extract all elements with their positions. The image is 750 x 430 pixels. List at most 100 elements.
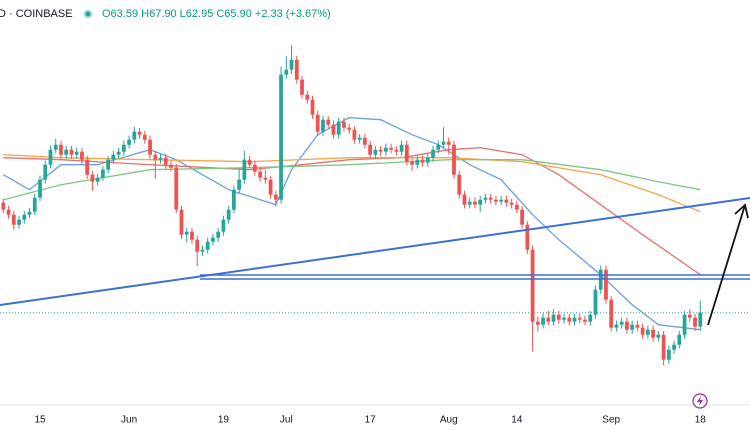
candle-body bbox=[190, 231, 194, 240]
candle-body bbox=[232, 189, 236, 210]
candle-body bbox=[677, 334, 682, 345]
candle-body bbox=[583, 319, 587, 322]
candle-body bbox=[630, 324, 635, 330]
candle-body bbox=[22, 214, 27, 220]
candle-body bbox=[509, 202, 514, 205]
candle-body bbox=[289, 59, 294, 70]
candle-body bbox=[100, 169, 105, 178]
candle-body bbox=[504, 199, 509, 203]
candle-body bbox=[520, 209, 524, 225]
candle-body bbox=[635, 324, 640, 328]
candle-body bbox=[179, 209, 184, 235]
x-tick-label: Aug bbox=[440, 415, 458, 426]
candle-body bbox=[85, 159, 90, 175]
moving-average-line bbox=[3, 154, 701, 213]
candle-body bbox=[226, 209, 231, 220]
candle-body bbox=[17, 219, 21, 225]
candle-body bbox=[425, 157, 430, 163]
candle-body bbox=[247, 159, 252, 165]
candle-body bbox=[127, 139, 131, 145]
candle-body bbox=[541, 317, 545, 325]
candle-body bbox=[184, 231, 189, 235]
candle-body bbox=[32, 197, 37, 212]
candle-body bbox=[163, 157, 168, 165]
candle-body bbox=[27, 211, 32, 215]
x-tick-label: Jun bbox=[121, 415, 137, 426]
plot-area bbox=[0, 45, 750, 366]
candle-body bbox=[640, 327, 645, 335]
candle-body bbox=[625, 321, 629, 330]
candle-body bbox=[687, 314, 692, 318]
candle-body bbox=[614, 324, 619, 328]
candle-body bbox=[321, 119, 325, 132]
candle-body bbox=[693, 317, 697, 327]
candle-body bbox=[446, 141, 451, 145]
candle-body bbox=[420, 159, 425, 163]
candle-body bbox=[153, 154, 158, 160]
candle-body bbox=[6, 209, 11, 215]
symbol-label: D · COINBASE bbox=[0, 8, 73, 20]
candle-body bbox=[252, 164, 257, 172]
x-tick-label: 14 bbox=[511, 415, 523, 426]
candle-body bbox=[672, 344, 676, 350]
candle-body bbox=[682, 314, 687, 335]
candle-body bbox=[556, 314, 561, 320]
x-tick-label: Jul bbox=[280, 415, 293, 426]
candle-body bbox=[258, 171, 262, 178]
candle-body bbox=[410, 161, 414, 165]
candle-body bbox=[305, 94, 310, 100]
x-tick-label: 18 bbox=[695, 415, 707, 426]
candle-body bbox=[609, 299, 614, 328]
candle-body bbox=[111, 154, 116, 160]
candle-body bbox=[347, 127, 352, 130]
candle-body bbox=[378, 149, 383, 152]
candle-body bbox=[666, 349, 671, 360]
event-icon bbox=[692, 393, 708, 409]
candle-body bbox=[383, 147, 388, 152]
candle-body bbox=[59, 144, 63, 155]
candle-body bbox=[336, 121, 341, 135]
candle-body bbox=[174, 167, 179, 210]
candle-body bbox=[242, 159, 247, 180]
candle-body bbox=[132, 131, 137, 140]
candle-body bbox=[645, 329, 650, 335]
x-tick-label: 19 bbox=[218, 415, 230, 426]
candle-body bbox=[195, 239, 200, 252]
moving-average-line bbox=[3, 159, 701, 201]
candle-body bbox=[310, 99, 315, 115]
candle-body bbox=[64, 149, 69, 155]
candle-body bbox=[593, 289, 598, 315]
candle-body bbox=[457, 174, 462, 195]
candle-body bbox=[514, 204, 519, 210]
candle-body bbox=[368, 144, 373, 155]
candle-body bbox=[284, 69, 289, 75]
candle-body bbox=[546, 317, 551, 322]
candle-body bbox=[572, 317, 577, 322]
candle-body bbox=[106, 159, 111, 170]
candle-body bbox=[43, 164, 48, 180]
candle-body bbox=[577, 317, 582, 320]
candle-body bbox=[494, 199, 498, 202]
candle-body bbox=[48, 149, 53, 165]
candle-body bbox=[80, 151, 84, 160]
candle-body bbox=[462, 194, 467, 205]
candle-body bbox=[38, 179, 42, 198]
candle-body bbox=[268, 179, 273, 195]
candle-body bbox=[373, 149, 378, 155]
candle-body bbox=[488, 197, 493, 200]
x-tick-label: 15 bbox=[34, 415, 46, 426]
candle-body bbox=[651, 329, 656, 338]
candle-body bbox=[483, 197, 488, 200]
candle-body bbox=[294, 59, 299, 80]
candle-body bbox=[441, 141, 446, 145]
candle-body bbox=[436, 144, 441, 150]
candle-body bbox=[142, 134, 147, 140]
moving-average-line bbox=[3, 147, 701, 276]
candle-body bbox=[342, 121, 346, 128]
candle-body bbox=[363, 137, 367, 145]
header-background bbox=[0, 2, 310, 26]
candle-body bbox=[53, 144, 58, 150]
candle-body bbox=[1, 202, 6, 210]
candle-body bbox=[315, 114, 320, 132]
candle-body bbox=[478, 199, 483, 205]
